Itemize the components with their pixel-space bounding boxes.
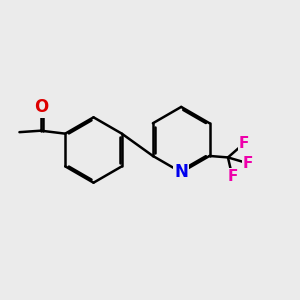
Text: F: F — [227, 169, 238, 184]
Text: F: F — [243, 156, 253, 171]
Text: O: O — [34, 98, 48, 116]
Text: N: N — [174, 163, 188, 181]
Text: F: F — [239, 136, 250, 151]
